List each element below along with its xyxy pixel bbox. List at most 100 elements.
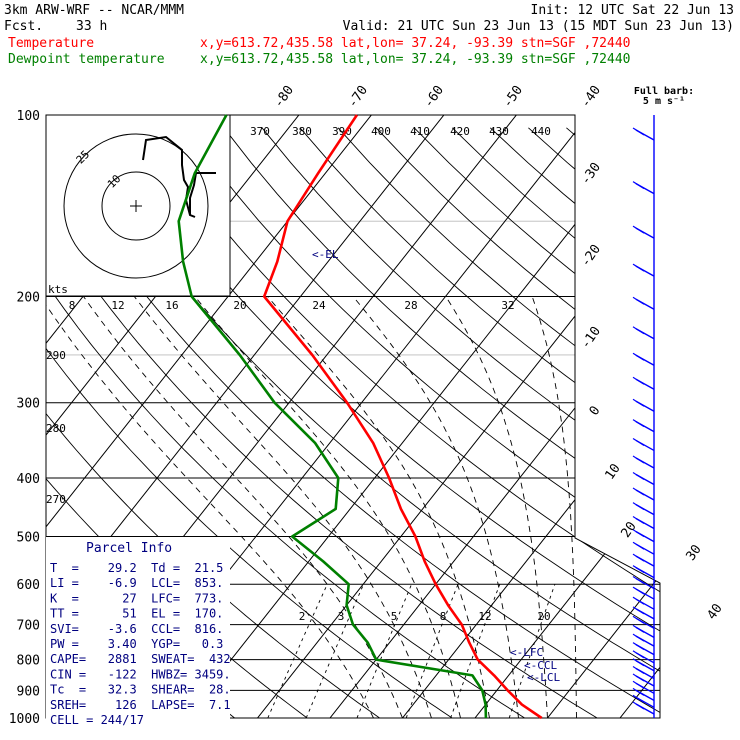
dry-adiabat-350	[147, 127, 660, 718]
wind-barb-half	[632, 576, 645, 585]
hodograph-ring-outer	[63, 133, 209, 279]
level-annotation: <-LFC	[510, 646, 543, 659]
dry-adiabat-450	[528, 127, 660, 718]
parcel-info-rows: T = 29.2 Td = 21.5LI = -6.9 LCL= 853.K =…	[50, 561, 231, 727]
pressure-label: 400	[17, 472, 40, 487]
theta-e-label: 440	[531, 125, 551, 138]
theta-e-label: 410	[410, 125, 430, 138]
theta-e-label: 420	[450, 125, 470, 138]
parcel-info-title: Parcel Info	[86, 541, 172, 556]
wind-barb-half	[632, 326, 645, 335]
pressure-label: 300	[17, 397, 40, 412]
isotherm-label: -60	[421, 83, 447, 111]
wind-barb-half	[632, 487, 645, 496]
wind-barb-half	[632, 596, 645, 605]
isotherm-label: -30	[578, 160, 604, 188]
mixing-ratio-label: 12	[478, 610, 491, 623]
dry-adiabat-300	[46, 127, 546, 718]
moist-adiabat-3	[194, 296, 461, 718]
wind-barb-half	[632, 633, 645, 642]
theta-label: 280	[46, 422, 66, 435]
isotherm--10	[247, 115, 660, 718]
pressure-label: 700	[17, 619, 40, 634]
mixing-ratio-label: 2	[299, 610, 306, 623]
mixing-ratio-12	[450, 584, 501, 718]
parcel-info-row: CELL = 244/17	[50, 713, 144, 727]
dry-adiabat-290	[46, 127, 472, 718]
isotherm--60	[46, 115, 418, 718]
parcel-info-row: PW = 3.40 YGP= 0.3	[50, 637, 223, 651]
isotherm-20	[464, 115, 660, 718]
isotherm-label: 0	[587, 403, 604, 418]
isotherm-label: 10	[602, 461, 623, 482]
pressure-label: 900	[17, 684, 40, 699]
wind-barb-half	[632, 376, 645, 385]
pressure-label: 800	[17, 654, 40, 669]
parcel-info-row: SVI= -3.6 CCL= 816.	[50, 622, 223, 636]
level-annotation: <-CCL	[524, 659, 557, 672]
temperature-label: Temperature	[8, 36, 94, 51]
wind-barb-half	[632, 529, 645, 538]
mixing-ratio-3	[305, 584, 365, 718]
theta-e-label: 380	[292, 125, 312, 138]
parcel-info-box: Parcel Info T = 29.2 Td = 21.5LI = -6.9 …	[46, 537, 231, 727]
dry-adiabat-330	[71, 127, 660, 718]
isotherm-10	[392, 115, 660, 718]
hodograph-speed-label: 16	[165, 299, 178, 312]
wind-barb-half	[632, 502, 645, 511]
wind-barb-half	[632, 472, 645, 481]
mixing-ratio-label: 5	[391, 610, 398, 623]
wind-barb-half	[632, 624, 645, 633]
moist-adiabat-7	[531, 296, 577, 718]
pressure-label: 500	[17, 530, 40, 545]
isotherm-label: -70	[345, 83, 371, 111]
dry-adiabat-340	[109, 127, 660, 718]
isotherm-label: 30	[683, 542, 704, 563]
mixing-ratio-20	[508, 584, 556, 718]
fcst-value: 33 h	[76, 19, 107, 34]
dry-adiabat-360	[185, 127, 660, 718]
isotherm-30	[537, 115, 660, 718]
fcst-label: Fcst.	[4, 19, 43, 34]
theta-e-label: 400	[371, 125, 391, 138]
hodograph-speed-label: 12	[111, 299, 124, 312]
wind-barb-half	[632, 398, 645, 407]
isotherm-0	[319, 115, 660, 718]
parcel-info-row: TT = 51 EL = 170.	[50, 607, 223, 621]
model-title: 3km ARW-WRF -- NCAR/MMM	[4, 3, 184, 18]
dry-adiabat-470	[604, 127, 660, 718]
wind-barb-half	[632, 680, 645, 689]
wind-barb-half	[632, 225, 645, 234]
theta-e-label: 370	[250, 125, 270, 138]
moist-adiabat-5	[352, 296, 519, 718]
init-time: Init: 12 UTC Sat 22 Jun 13	[531, 3, 735, 18]
wind-barb-half	[632, 642, 645, 651]
level-annotation: <-EL	[312, 248, 339, 261]
hodograph-speed-label: 20	[233, 299, 246, 312]
wind-barb-half	[632, 673, 645, 682]
pressure-label: 200	[17, 291, 40, 306]
isotherm--20	[174, 115, 660, 718]
moist-adiabat-2	[133, 296, 432, 718]
hodograph-trace-upper	[189, 172, 216, 215]
isotherm-label: -80	[271, 83, 297, 111]
parcel-info-row: CIN = -122 HWBZ= 3459.	[50, 667, 231, 681]
theta-label: 290	[46, 349, 66, 362]
mixing-ratio-label: 8	[440, 610, 447, 623]
mixing-ratio-label: 20	[537, 610, 550, 623]
dry-adiabat-420	[413, 127, 660, 718]
mixing-ratio-8	[405, 584, 459, 718]
temperature-profile	[262, 114, 543, 720]
parcel-info-row: LI = -6.9 LCL= 853.	[50, 576, 223, 590]
moist-adiabat-6	[445, 296, 548, 718]
barb-unit: 5 m s⁻¹	[643, 96, 685, 107]
isotherm-label: -10	[578, 324, 604, 352]
wind-barb-half	[632, 515, 645, 525]
parcel-info-row: SREH= 126 LAPSE= 7.1	[50, 698, 231, 712]
sounding-profiles: <-EL <-LFC<-CCL<-LCL	[177, 114, 560, 720]
dry-adiabat-320	[46, 127, 660, 718]
wind-barb-half	[632, 606, 645, 615]
dry-adiabat-380	[261, 127, 660, 718]
parcel-info-frame	[46, 537, 230, 727]
